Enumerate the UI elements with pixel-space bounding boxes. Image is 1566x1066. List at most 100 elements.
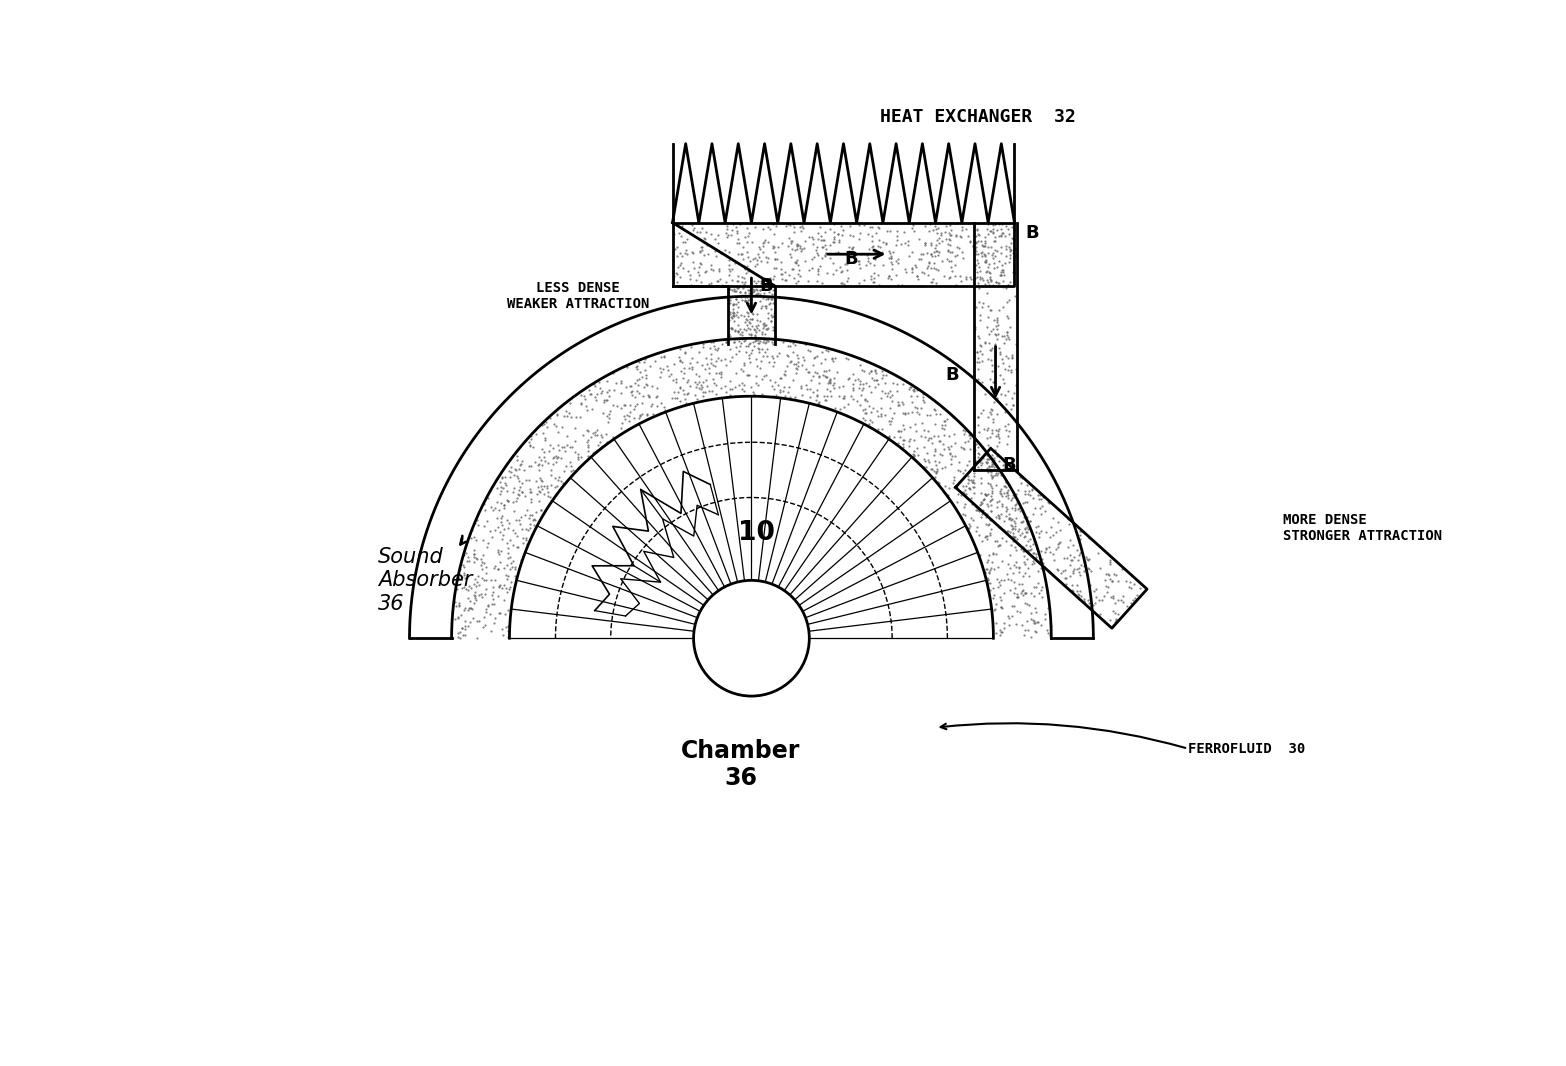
Point — [730, 291, 755, 308]
Point — [847, 357, 872, 374]
Point — [983, 464, 1009, 481]
Point — [496, 623, 521, 640]
Point — [960, 496, 985, 513]
Point — [979, 490, 1004, 507]
Point — [775, 384, 800, 401]
Point — [589, 429, 614, 446]
Point — [1002, 497, 1027, 514]
Point — [968, 337, 993, 354]
Point — [526, 455, 551, 472]
Point — [847, 225, 872, 242]
Point — [778, 354, 803, 371]
Point — [885, 231, 910, 248]
Point — [991, 584, 1016, 601]
Point — [913, 453, 938, 470]
Point — [974, 505, 999, 522]
Point — [594, 391, 619, 408]
Point — [979, 456, 1004, 473]
Point — [811, 366, 836, 383]
Point — [911, 389, 936, 406]
Point — [836, 239, 861, 256]
Point — [802, 349, 827, 366]
Point — [991, 370, 1016, 387]
Point — [720, 304, 745, 321]
Point — [595, 407, 620, 424]
Point — [752, 233, 777, 251]
Point — [667, 340, 692, 357]
Point — [1007, 536, 1032, 553]
Point — [489, 604, 514, 621]
Point — [799, 371, 824, 388]
Point — [767, 384, 792, 401]
Point — [504, 489, 529, 506]
Point — [855, 253, 880, 270]
Point — [689, 378, 714, 395]
Point — [982, 228, 1007, 245]
Point — [836, 395, 861, 413]
Point — [532, 430, 557, 447]
Point — [958, 510, 983, 527]
Point — [1009, 474, 1034, 491]
Point — [537, 442, 562, 459]
Point — [1026, 575, 1051, 592]
Point — [1015, 518, 1040, 535]
Point — [738, 314, 763, 332]
Point — [725, 322, 750, 339]
Point — [877, 382, 902, 399]
Point — [987, 574, 1012, 591]
Point — [980, 224, 1005, 241]
Point — [871, 367, 896, 384]
Point — [1013, 536, 1038, 553]
Point — [1015, 612, 1040, 629]
Point — [720, 307, 745, 324]
Point — [983, 625, 1009, 642]
Point — [730, 327, 755, 344]
Point — [612, 397, 637, 414]
Point — [1076, 595, 1101, 612]
Point — [988, 266, 1013, 284]
Point — [780, 241, 805, 258]
Point — [755, 340, 780, 357]
Point — [752, 367, 777, 384]
Point — [1118, 579, 1143, 596]
Point — [805, 230, 830, 247]
Point — [943, 448, 968, 465]
Point — [904, 400, 929, 417]
Point — [584, 426, 609, 443]
Point — [612, 397, 637, 414]
Point — [1102, 594, 1128, 611]
Point — [821, 370, 846, 387]
Point — [731, 239, 756, 256]
Point — [739, 326, 764, 343]
Point — [717, 294, 742, 311]
Point — [991, 478, 1016, 495]
Point — [869, 243, 894, 260]
Point — [778, 232, 803, 249]
Point — [911, 458, 936, 475]
Point — [979, 478, 1004, 495]
Point — [976, 451, 1001, 468]
Point — [902, 442, 927, 459]
Point — [778, 248, 803, 265]
Point — [778, 235, 803, 252]
Point — [1066, 560, 1092, 577]
Point — [998, 291, 1023, 308]
Point — [891, 395, 916, 413]
Point — [453, 569, 478, 586]
Point — [752, 343, 777, 360]
Point — [760, 377, 785, 394]
Point — [974, 254, 999, 271]
Point — [1015, 508, 1040, 526]
Point — [1002, 264, 1027, 281]
Point — [727, 214, 752, 231]
Point — [938, 244, 963, 261]
Point — [976, 272, 1001, 289]
Point — [977, 429, 1002, 446]
Point — [988, 485, 1013, 502]
Point — [752, 270, 777, 287]
Point — [485, 518, 511, 535]
Point — [474, 580, 500, 597]
Point — [896, 232, 921, 249]
Point — [634, 406, 659, 423]
Point — [614, 358, 639, 375]
